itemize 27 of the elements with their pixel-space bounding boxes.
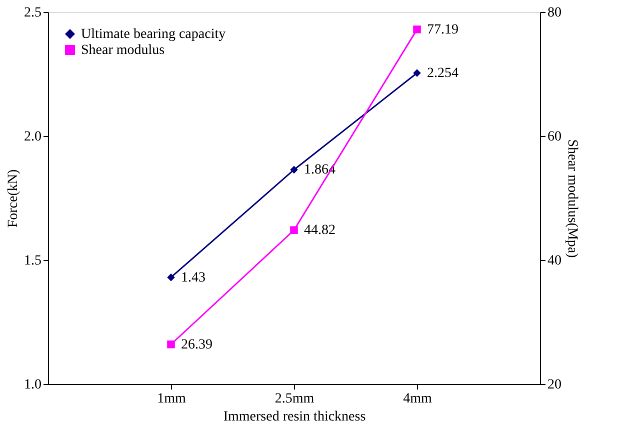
point xyxy=(290,166,298,174)
x-axis-title: Immersed resin thickness xyxy=(223,410,366,424)
data-label: 44.82 xyxy=(304,223,336,238)
x-tick-label: 4mm xyxy=(403,392,432,406)
point xyxy=(167,273,175,282)
y2-tick-label: 60 xyxy=(548,130,562,144)
y2-tick-label: 80 xyxy=(548,6,562,20)
point xyxy=(167,340,175,348)
y-tick-label: 1.5 xyxy=(24,254,42,268)
y-axis-title: Force(kN) xyxy=(6,169,21,228)
x-tick-label: 2.5mm xyxy=(274,392,314,406)
data-label: 2.254 xyxy=(427,66,458,82)
y-tick-label: 1.0 xyxy=(24,378,42,392)
y2-tick-label: 40 xyxy=(548,254,562,268)
y2-tick-label: 20 xyxy=(548,378,562,392)
legend-label: Shear modulus xyxy=(81,43,165,58)
y-tick-label: 2.0 xyxy=(24,130,42,144)
data-label: 26.39 xyxy=(181,337,212,352)
x-tick-label: 1mm xyxy=(157,392,186,406)
data-label: 77.19 xyxy=(427,22,458,38)
legend-label: Ultimate bearing capacity xyxy=(81,27,226,42)
point xyxy=(413,26,421,34)
y2-axis-title: Shear modulus(Mpa) xyxy=(564,139,580,258)
data-label: 1.43 xyxy=(181,270,206,286)
y-tick-label: 2.5 xyxy=(24,6,42,20)
point xyxy=(290,226,298,234)
point xyxy=(413,69,421,77)
